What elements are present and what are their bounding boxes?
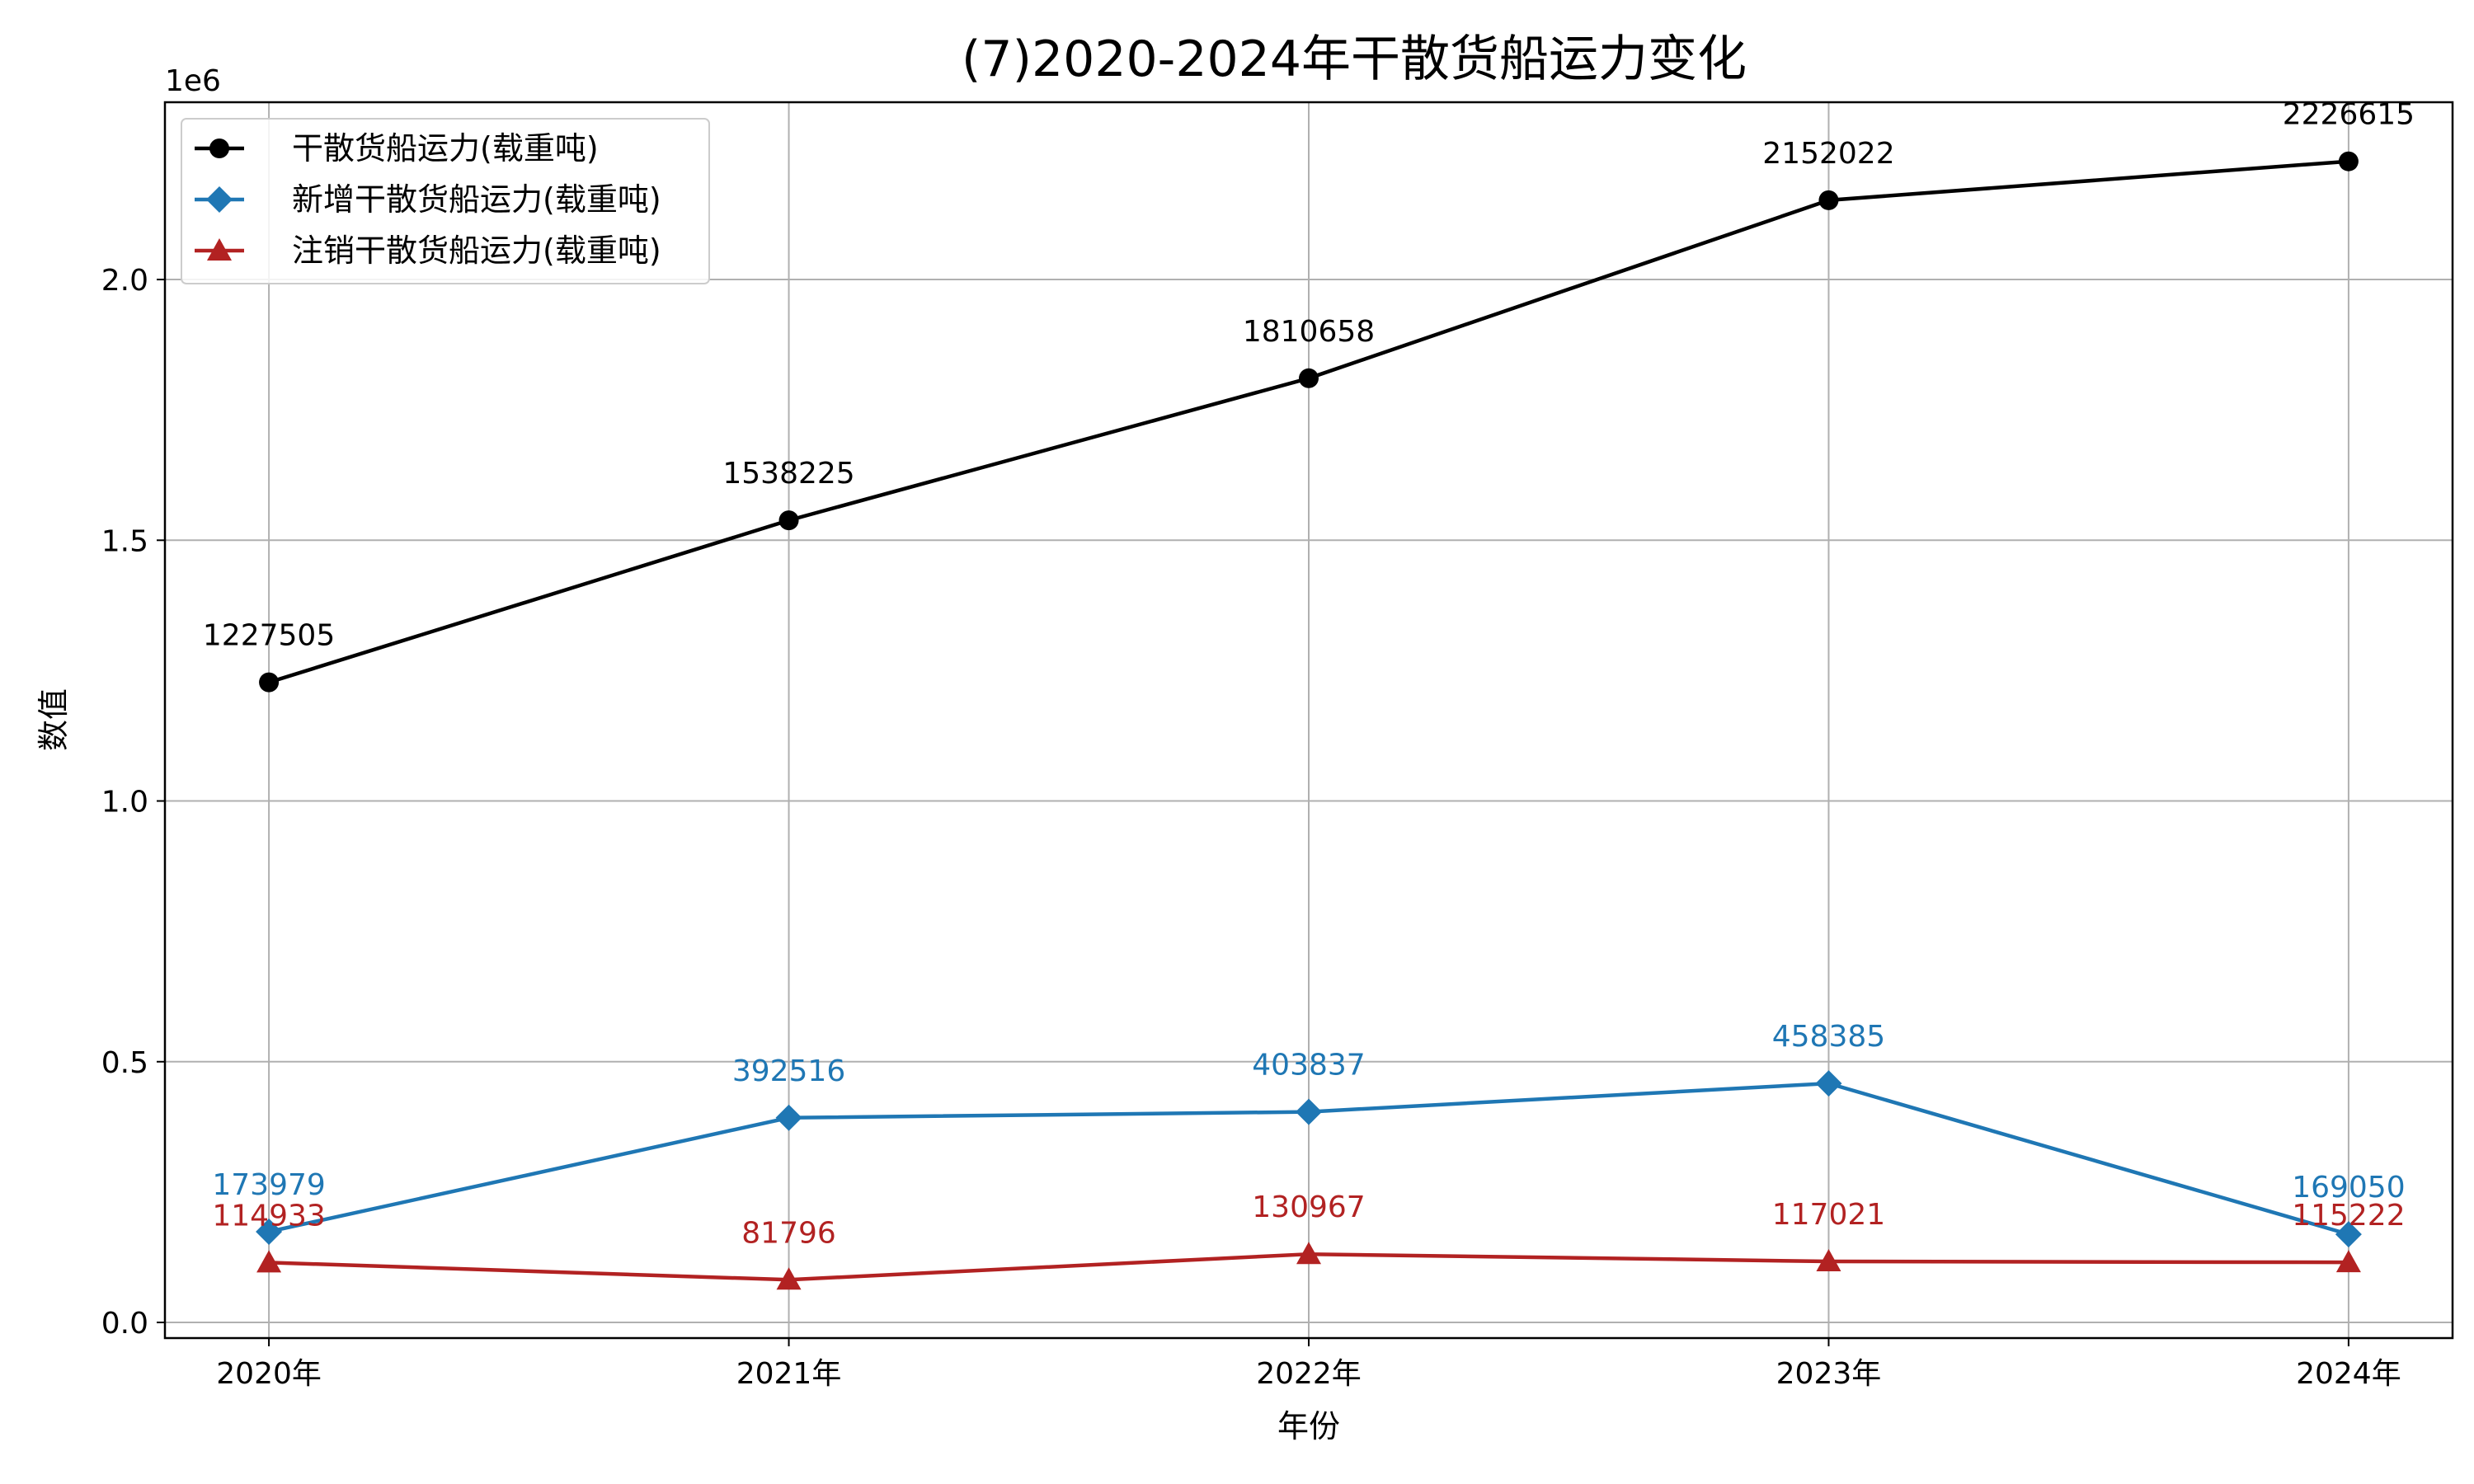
data-label: 115222 <box>2292 1199 2405 1233</box>
legend-item: 注销干散货船运力(载重吨) <box>195 232 661 269</box>
data-label: 1810658 <box>1243 315 1375 349</box>
data-label: 1538225 <box>722 457 854 491</box>
data-point-marker <box>776 1267 802 1290</box>
series-1: 173979 392516 403837 458385 169050 <box>212 1020 2406 1248</box>
legend-marker <box>209 139 229 158</box>
data-point-marker <box>2335 1250 2361 1273</box>
data-label: 130967 <box>1252 1190 1365 1224</box>
x-tick-label: 2022年 <box>1256 1357 1362 1391</box>
y-tick-label: 0.5 <box>101 1046 148 1080</box>
data-point-marker <box>2335 1221 2362 1248</box>
data-point-marker <box>1299 368 1319 388</box>
chart-title: (7)2020-2024年干散货船运力变化 <box>962 31 1747 88</box>
data-point-marker <box>775 1104 802 1131</box>
data-point-marker <box>2338 151 2359 171</box>
data-label: 173979 <box>212 1168 325 1202</box>
data-label: 2152022 <box>1762 137 1894 171</box>
data-label: 2226615 <box>2283 98 2415 132</box>
x-tick-label: 2020年 <box>216 1357 322 1391</box>
data-point-marker <box>1818 190 1839 210</box>
data-label: 169050 <box>2292 1171 2405 1205</box>
data-point-marker <box>1296 1098 1322 1125</box>
y-tick-label: 2.0 <box>101 264 148 298</box>
data-label: 114933 <box>212 1199 325 1233</box>
series-2: 114933 81796 130967 117021 115222 <box>212 1190 2406 1290</box>
x-tick-label: 2023年 <box>1776 1357 1882 1391</box>
y-axis-scale-label: 1e6 <box>165 64 221 98</box>
x-tick-label: 2024年 <box>2296 1357 2401 1391</box>
legend-item: 干散货船运力(载重吨) <box>195 130 599 167</box>
x-axis-label: 年份 <box>1277 1408 1340 1444</box>
legend-label: 新增干散货船运力(载重吨) <box>292 181 661 218</box>
data-label: 1227505 <box>203 619 335 653</box>
data-point-marker <box>259 672 280 693</box>
legend-box <box>181 118 710 284</box>
legend: 干散货船运力(载重吨) 新增干散货船运力(载重吨) 注销干散货船运力(载重吨) <box>181 118 710 284</box>
x-tick-label: 2021年 <box>736 1357 842 1391</box>
data-point-marker <box>256 1250 282 1273</box>
y-tick-label: 1.0 <box>101 786 148 819</box>
legend-marker <box>207 238 232 261</box>
series-0: 1227505 1538225 1810658 2152022 2226615 <box>203 98 2415 693</box>
y-tick-label: 1.5 <box>101 524 148 558</box>
legend-marker <box>206 186 233 213</box>
data-point-marker <box>1296 1242 1321 1265</box>
data-point-marker <box>1815 1070 1842 1097</box>
data-label: 403837 <box>1252 1049 1365 1082</box>
data-point-marker <box>1816 1249 1841 1272</box>
series-layer: 1227505 1538225 1810658 2152022 2226615 17397… <box>203 98 2415 1290</box>
data-label: 458385 <box>1772 1020 1885 1054</box>
legend-label: 注销干散货船运力(载重吨) <box>292 232 661 269</box>
data-label: 81796 <box>741 1216 836 1250</box>
data-label: 117021 <box>1772 1198 1885 1232</box>
grid-lines <box>165 102 2453 1338</box>
y-axis-label: 数值 <box>35 688 72 751</box>
y-tick-label: 0.0 <box>101 1307 148 1341</box>
data-point-marker <box>778 510 799 531</box>
legend-item: 新增干散货船运力(载重吨) <box>195 181 661 218</box>
x-axis: 2020年 2021年 2022年 2023年 2024年 <box>216 1338 2401 1391</box>
data-label: 392516 <box>732 1054 845 1088</box>
y-axis: 0.0 0.5 1.0 1.5 2.0 <box>101 264 165 1341</box>
data-point-marker <box>256 1218 283 1245</box>
legend-label: 干散货船运力(载重吨) <box>292 130 599 167</box>
